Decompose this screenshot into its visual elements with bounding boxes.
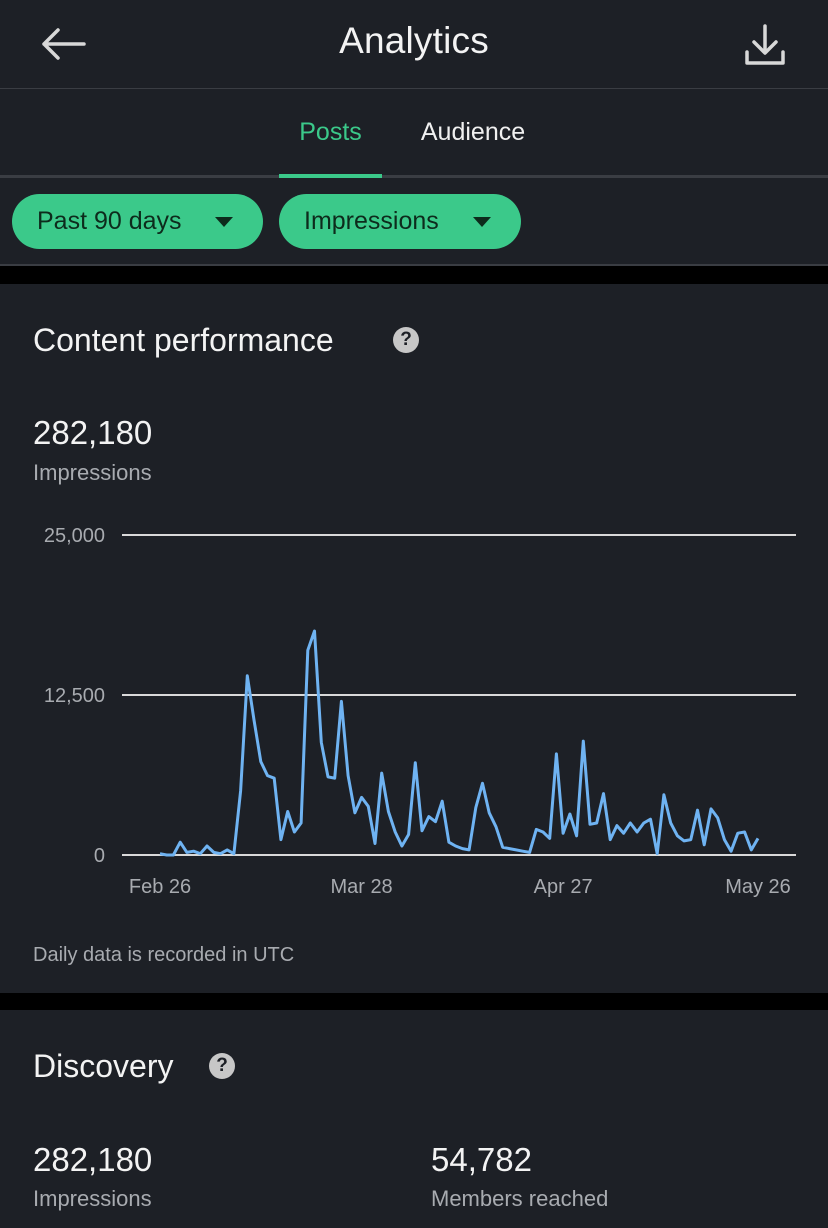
- caret-down-icon: [473, 217, 491, 227]
- total-impressions-value: 282,180: [33, 414, 153, 451]
- arrow-left-icon: [42, 28, 86, 60]
- page-title: Analytics: [339, 20, 489, 61]
- tab-audience[interactable]: Audience: [420, 118, 526, 146]
- impressions-series-line: [159, 629, 760, 857]
- x-tick-label: Apr 27: [534, 876, 593, 898]
- date-range-label: Past 90 days: [37, 207, 182, 235]
- discovery-card: Discovery ? 282,180 Impressions 54,782 M…: [0, 1010, 828, 1228]
- total-impressions-label: Impressions: [33, 460, 152, 485]
- date-range-dropdown[interactable]: Past 90 days: [12, 194, 263, 249]
- section-title: Discovery: [33, 1048, 174, 1084]
- caret-down-icon: [215, 217, 233, 227]
- help-icon[interactable]: ?: [209, 1053, 235, 1079]
- top-app-bar: Analytics: [0, 0, 828, 89]
- x-tick-label: Feb 26: [129, 876, 191, 898]
- x-tick-label: Mar 28: [330, 876, 392, 898]
- tab-posts[interactable]: Posts: [279, 89, 382, 178]
- tab-bar: Posts Audience: [0, 89, 828, 178]
- section-title: Content performance: [33, 322, 334, 358]
- discovery-impressions-value: 282,180: [33, 1141, 153, 1178]
- x-tick-label: May 26: [725, 876, 791, 898]
- discovery-impressions-label: Impressions: [33, 1186, 152, 1211]
- download-icon: [745, 24, 785, 65]
- impressions-line-chart: 25,000 12,500 0 Feb 26 Mar 28 Apr 27 May 26: [44, 525, 796, 898]
- help-icon[interactable]: ?: [393, 327, 419, 353]
- members-reached-value: 54,782: [431, 1141, 532, 1178]
- y-tick-label: 12,500: [44, 685, 105, 707]
- back-button[interactable]: [36, 22, 92, 66]
- download-button[interactable]: [740, 22, 790, 70]
- metric-dropdown[interactable]: Impressions: [279, 194, 521, 249]
- members-reached-label: Members reached: [431, 1186, 609, 1211]
- metric-label: Impressions: [304, 207, 439, 235]
- y-tick-label: 0: [94, 845, 105, 867]
- filter-bar: Past 90 days Impressions: [0, 178, 828, 266]
- content-performance-card: Content performance ? 282,180 Impression…: [0, 284, 828, 993]
- y-tick-label: 25,000: [44, 525, 105, 547]
- utc-note: Daily data is recorded in UTC: [33, 944, 295, 966]
